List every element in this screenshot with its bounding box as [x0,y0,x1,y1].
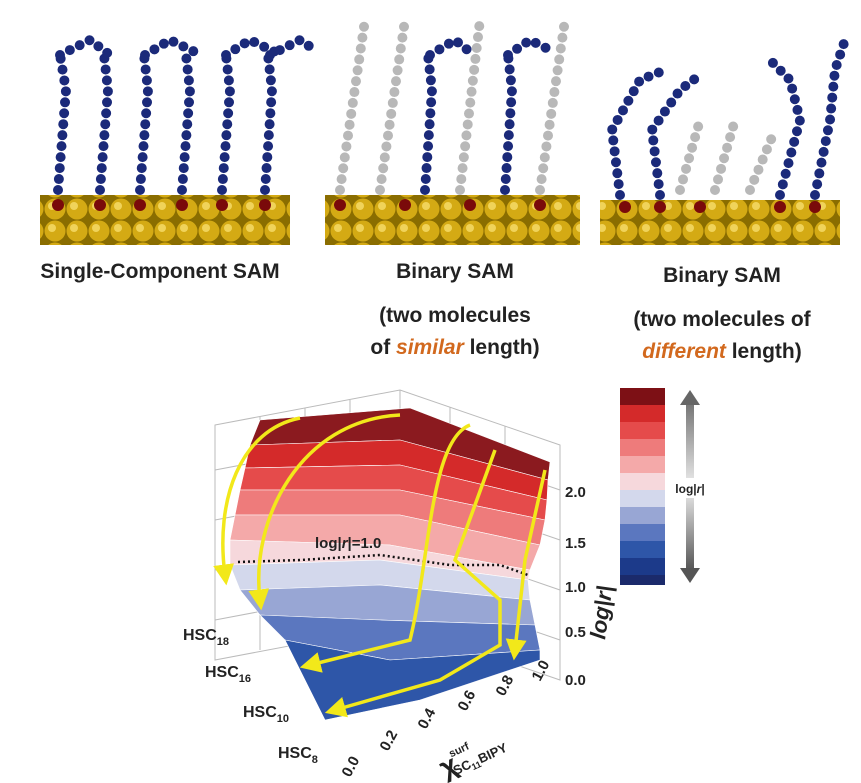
y-labels: HSC18 HSC16 HSC10 HSC8 [183,627,318,766]
contour-annotation: log|r|=1.0 [315,535,381,552]
surface [229,407,551,721]
z-tick-label: 1.5 [565,535,586,552]
x-tick-label: 0.8 [493,672,518,698]
annotation-text: log| [315,535,342,552]
axis-label-text: | [592,584,618,594]
colorbar-label-text: log| [675,482,696,496]
axis-label-text: BIPY [476,740,510,767]
axis-label-text: surf [447,740,471,760]
sam-binary-similar [325,15,580,245]
panel-caption: (two molecules of [633,308,811,331]
caption-text: length) [464,336,540,359]
panel-title: Single-Component SAM [40,260,279,283]
annotation-text: |=1.0 [348,535,382,552]
y-label-text: HSC [278,745,312,762]
y-label: HSC10 [243,704,289,725]
axis-label-text: 11 [470,759,483,772]
y-label: HSC16 [205,664,251,685]
colorbar [620,388,665,585]
panel-title: Binary SAM [396,260,514,283]
y-label-sub: 10 [277,713,289,725]
colorbar-label: log|r| [675,482,704,496]
caption-text: of [370,336,396,359]
sam-binary-different [600,35,850,245]
trend-arrows [213,413,547,718]
x-tick-label: 0.0 [339,753,364,779]
z-tick-label: 2.0 [565,484,586,501]
colorbar-label-text: r [697,482,703,496]
panel-caption: of similar length) [370,336,539,359]
sam-single [40,34,320,245]
x-tick-label: 0.6 [455,687,480,713]
z-tick-label: 0.0 [565,672,586,689]
panel-caption: different length) [642,340,801,363]
caption-emphasis: different [642,340,727,363]
y-label-sub: 8 [312,754,318,766]
y-label-text: HSC [183,627,217,644]
axis-label-text: SC [451,756,474,777]
colorbar-arrow [672,390,708,583]
z-tick-label: 1.0 [565,579,586,596]
axis-label-text: log| [585,598,615,640]
panel-caption: (two molecules [379,304,531,327]
z-axis-label: log|r| [585,584,617,641]
z-tick-label: 0.5 [565,624,586,641]
y-label: HSC8 [278,745,318,766]
y-label-sub: 16 [239,673,251,685]
panel-title: Binary SAM [663,264,781,287]
caption-emphasis: similar [396,336,466,359]
x-axis-label: χsurfSC11BIPY [434,726,510,783]
contour-line [237,553,529,577]
colorbar-label-text: | [701,482,704,496]
z-ticks: 0.0 0.5 1.0 1.5 2.0 [565,484,586,689]
caption-text: length) [726,340,802,363]
y-label-sub: 18 [217,636,229,648]
annotation-text: r [342,535,349,552]
y-label-text: HSC [243,704,277,721]
y-label: HSC18 [183,627,229,648]
y-label-text: HSC [205,664,239,681]
x-tick-label: 0.2 [377,727,402,753]
x-tick-label: 0.4 [415,705,440,732]
